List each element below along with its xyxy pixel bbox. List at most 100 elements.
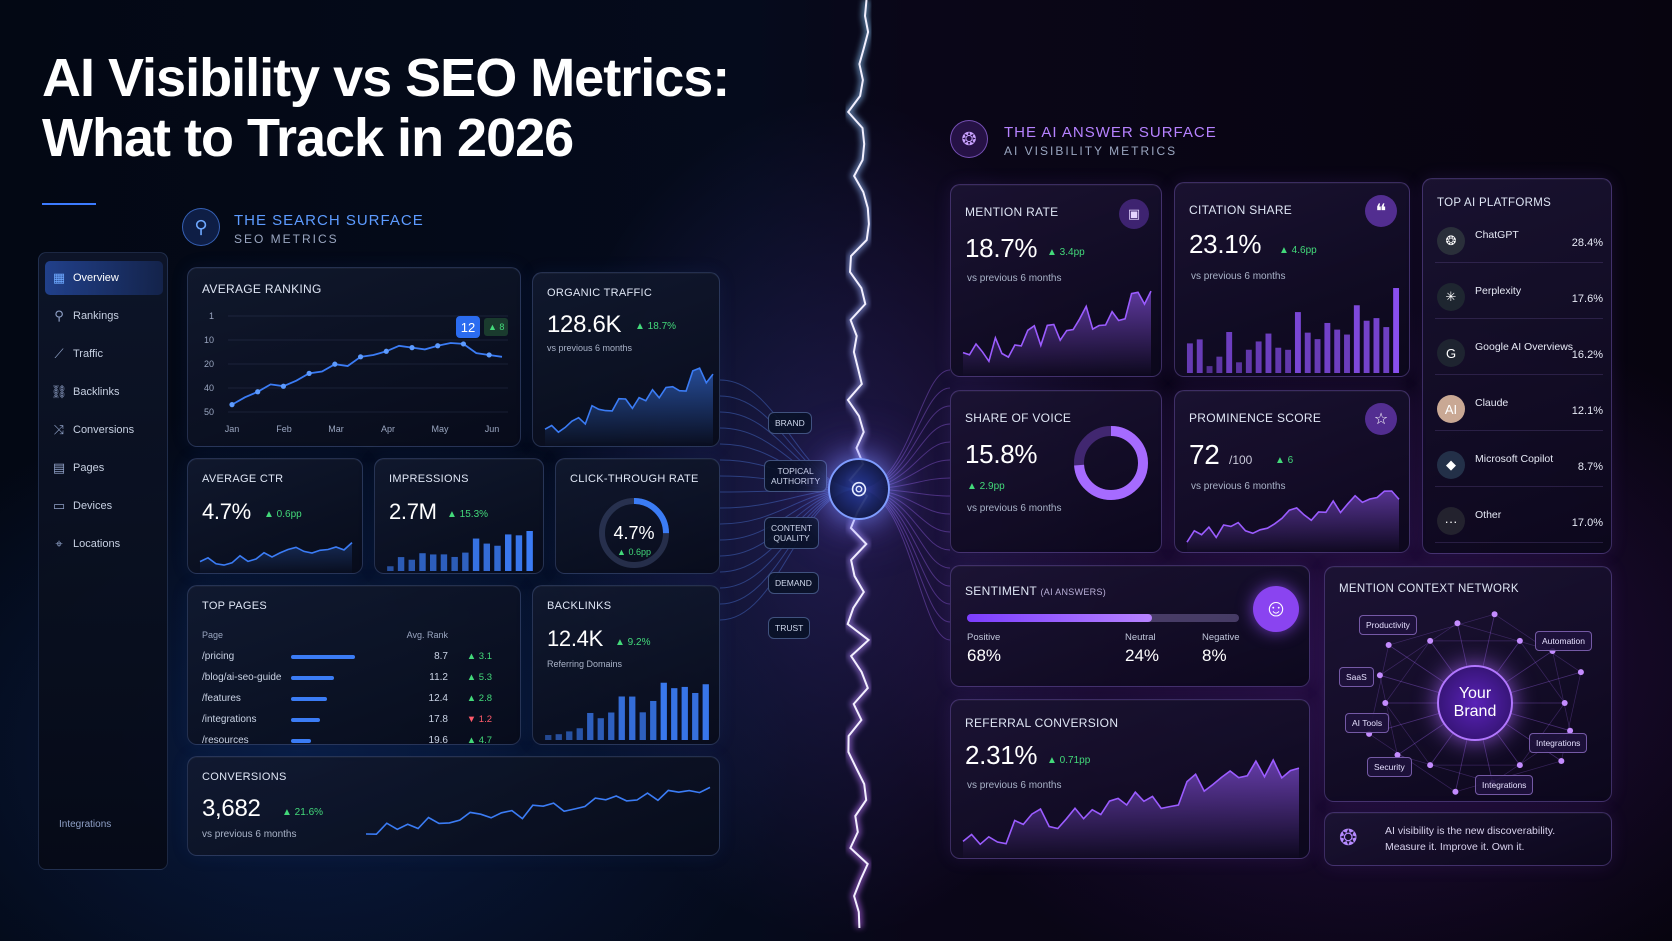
citation-share-bar [1334, 329, 1341, 373]
citation-share-bar [1265, 333, 1272, 373]
sidebar-item-label: Devices [73, 500, 113, 512]
average-ctr-card[interactable]: AVERAGE CTR 4.7% ▲ 0.6pp [187, 458, 363, 574]
chatgpt-logo-icon: ❂ [1437, 227, 1465, 255]
sidebar-item-locations[interactable]: ⌖ Locations [45, 527, 163, 561]
referral-conversion-card[interactable]: REFERRAL CONVERSION 2.31% ▲ 0.71pp vs pr… [950, 699, 1310, 859]
rankings-icon: ⚲ [54, 308, 64, 323]
rank-point [486, 352, 492, 358]
impressions-bar [526, 531, 533, 571]
impressions-bar [494, 545, 501, 571]
tagline-line1: AI visibility is the new discoverability… [1385, 825, 1556, 837]
sentiment-card[interactable]: SENTIMENT (AI ANSWERS) ☺ Positive 68% Ne… [950, 565, 1310, 687]
prominence-score-delta: ▲ 6 [1275, 455, 1294, 466]
sidebar-item-devices[interactable]: ▭ Devices [45, 489, 163, 523]
platform-row[interactable]: ✳ Perplexity 17.6% [1435, 273, 1603, 319]
prominence-score-sub: vs previous 6 months [1191, 481, 1286, 492]
platform-row[interactable]: AI Claude 12.1% [1435, 385, 1603, 431]
average-ranking-card[interactable]: AVERAGE RANKING 1 10 20 40 50 Jan Feb Mar Apr May… [187, 267, 521, 447]
table-row[interactable]: /features 12.4 ▲ 2.8 [202, 688, 492, 709]
brand-node-label: Your Brand [1453, 685, 1497, 720]
organic-traffic-card[interactable]: ORGANIC TRAFFIC 128.6K ▲ 18.7% vs previo… [532, 272, 720, 447]
citation-share-value: 23.1% [1189, 229, 1262, 259]
mention-context-network-title: MENTION CONTEXT NETWORK [1339, 583, 1519, 595]
backlinks-bar [702, 684, 709, 740]
context-tag: Integrations [1475, 775, 1534, 795]
citation-share-bar [1393, 288, 1400, 373]
prominence-score-card[interactable]: PROMINENCE SCORE ☆ 72 /100 ▲ 6 vs previo… [1174, 390, 1410, 553]
sentiment-negative-value: 8% [1202, 646, 1227, 665]
platform-share: 16.2% [1571, 349, 1603, 361]
sentiment-neutral-label: Neutral [1125, 632, 1156, 643]
ctr-area [200, 542, 352, 573]
top-pages-card[interactable]: TOP PAGES Page Avg. Rank /pricing 8.7 ▲ 3.… [187, 585, 521, 745]
sentiment-title: SENTIMENT (AI ANSWERS) [965, 584, 1106, 598]
share-of-voice-card[interactable]: SHARE OF VOICE 15.8% ▲ 2.9pp vs previous… [950, 390, 1162, 553]
backlinks-card[interactable]: BACKLINKS 12.4K ▲ 9.2% Referring Domains [532, 585, 720, 745]
rank-point [383, 348, 389, 354]
sidebar-item-label: Rankings [73, 310, 119, 322]
rank-y-tick: 20 [204, 359, 214, 369]
sidebar-item-backlinks[interactable]: ⛓ Backlinks [45, 375, 163, 409]
mention-rate-sub: vs previous 6 months [967, 273, 1062, 284]
citation-share-bar [1353, 305, 1360, 373]
rank-point [460, 341, 467, 347]
citation-share-bar [1294, 312, 1301, 373]
platform-share: 12.1% [1571, 405, 1603, 417]
click-through-rate-card[interactable]: CLICK-THROUGH RATE 4.7% ▲ 0.6pp [555, 458, 720, 574]
platform-row[interactable]: ❂ ChatGPT 28.4% [1435, 217, 1603, 263]
rank-point [255, 389, 261, 395]
sidebar-footer-label[interactable]: Integrations [59, 819, 112, 830]
platform-row[interactable]: ◆ Microsoft Copilot 8.7% [1435, 441, 1603, 487]
page-rank-bar [291, 697, 328, 701]
rank-point [332, 361, 338, 367]
backlinks-bar [681, 686, 688, 740]
sidebar-item-traffic[interactable]: ⟋ Traffic [45, 337, 163, 371]
network-node [1376, 672, 1383, 679]
backlinks-sub: Referring Domains [547, 659, 623, 669]
page-rank-delta: ▲ 2.8 [466, 693, 492, 704]
page-rank-delta: ▲ 4.7 [466, 735, 492, 745]
share-of-voice-value: 15.8% [965, 439, 1038, 469]
platform-name: Microsoft Copilot [1475, 453, 1554, 465]
mention-context-network-card[interactable]: MENTION CONTEXT NETWORK Your Brand Produ… [1324, 566, 1612, 802]
table-row[interactable]: /blog/ai-seo-guide 11.2 ▲ 5.3 [202, 667, 492, 688]
sidebar-item-rankings[interactable]: ⚲ Rankings [45, 299, 163, 333]
citation-share-card[interactable]: CITATION SHARE ❝ 23.1% ▲ 4.6pp vs previo… [1174, 182, 1410, 377]
citation-share-bar [1216, 356, 1223, 373]
rank-y-tick: 10 [204, 335, 214, 345]
platform-share: 17.6% [1571, 293, 1603, 305]
referral-conversion-sub: vs previous 6 months [967, 780, 1062, 791]
conversions-card[interactable]: CONVERSIONS 3,682 ▲ 21.6% vs previous 6 … [187, 756, 720, 856]
page-path: /blog/ai-seo-guide [202, 672, 282, 683]
sidebar-item-conversions[interactable]: ⤨ Conversions [45, 413, 163, 447]
referral-conversion-delta: ▲ 0.71pp [1047, 755, 1091, 766]
sidebar-item-pages[interactable]: ▤ Pages [45, 451, 163, 485]
rank-y-tick: 1 [209, 311, 214, 321]
page-avg-rank: 19.6 [428, 735, 448, 745]
platform-share: 17.0% [1571, 517, 1603, 529]
top-ai-platforms-card[interactable]: TOP AI PLATFORMS ❂ ChatGPT 28.4% ✳ Perplexit… [1422, 178, 1612, 554]
prominence-line [1186, 490, 1400, 543]
table-row[interactable]: /integrations 17.8 ▼ 1.2 [202, 709, 492, 730]
context-tag: Productivity [1359, 615, 1417, 635]
page-title: AI Visibility vs SEO Metrics: What to Tr… [42, 48, 802, 168]
mention-rate-card[interactable]: MENTION RATE ▣ 18.7% ▲ 3.4pp vs previous… [950, 184, 1162, 377]
seo-sidebar: ▦ Overview ⚲ Rankings ⟋ Traffic ⛓ Backlinks ⤨ Con… [38, 252, 168, 870]
connector-label-brand: BRAND [768, 412, 812, 434]
connector-label-topical-authority: TOPICAL AUTHORITY [764, 460, 828, 492]
sidebar-item-overview[interactable]: ▦ Overview [45, 261, 163, 295]
impressions-card[interactable]: IMPRESSIONS 2.7M ▲ 15.3% [374, 458, 544, 574]
citation-share-bar [1383, 327, 1390, 373]
conversions-value: 3,682 [202, 795, 261, 822]
table-row[interactable]: /resources 19.6 ▲ 4.7 [202, 730, 492, 745]
platform-row[interactable]: ··· Other 17.0% [1435, 497, 1603, 543]
table-row[interactable]: /pricing 8.7 ▲ 3.1 [202, 646, 492, 667]
backlinks-bar [639, 712, 646, 740]
conversions-area [366, 787, 710, 849]
star-icon: ☆ [1365, 403, 1397, 435]
citation-share-bar [1314, 339, 1321, 373]
rank-x-tick: Feb [276, 424, 292, 434]
platform-row[interactable]: G Google AI Overviews 16.2% [1435, 329, 1603, 375]
backlinks-title: BACKLINKS [547, 600, 612, 612]
platform-name: Other [1475, 509, 1502, 521]
